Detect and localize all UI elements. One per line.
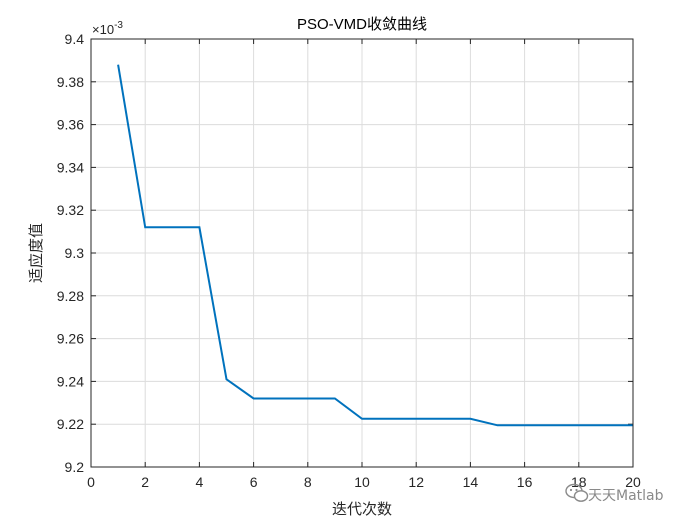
x-tick-label: 14 bbox=[463, 474, 479, 490]
x-tick-label: 0 bbox=[87, 474, 95, 490]
x-tick-label: 10 bbox=[354, 474, 370, 490]
y-tick-label: 9.32 bbox=[57, 202, 84, 218]
x-tick-labels: 0 2 4 6 8 10 12 14 16 18 20 bbox=[87, 474, 641, 490]
y-tick-label: 9.4 bbox=[65, 31, 85, 47]
watermark-text: 天天Matlab bbox=[588, 488, 664, 504]
wechat-icon bbox=[565, 483, 589, 502]
x-tick-label: 6 bbox=[250, 474, 258, 490]
x-tick-label: 12 bbox=[408, 474, 424, 490]
x-tick-label: 8 bbox=[304, 474, 312, 490]
y-tick-label: 9.22 bbox=[57, 416, 84, 432]
y-tick-label: 9.38 bbox=[57, 74, 84, 90]
y-axis-label: 适应度值 bbox=[27, 223, 45, 283]
x-tick-label: 4 bbox=[196, 474, 204, 490]
y-tick-label: 9.36 bbox=[57, 117, 84, 133]
x-tick-label: 2 bbox=[141, 474, 149, 490]
x-tick-label: 20 bbox=[625, 474, 641, 490]
y-exponent-label: ×10-3 bbox=[92, 20, 123, 37]
series-line bbox=[117, 64, 633, 427]
y-tick-labels: 9.2 9.22 9.24 9.26 9.28 9.3 9.32 9.34 9.36 9.38 9.… bbox=[57, 31, 84, 475]
y-tick-label: 9.2 bbox=[65, 459, 85, 475]
x-axis-label: 迭代次数 bbox=[332, 500, 392, 518]
y-tick-label: 9.24 bbox=[57, 373, 84, 389]
y-tick-label: 9.28 bbox=[57, 288, 84, 304]
y-tick-label: 9.26 bbox=[57, 331, 84, 347]
chart-title: PSO-VMD收敛曲线 bbox=[297, 16, 427, 33]
plot-frame bbox=[90, 38, 634, 468]
y-tick-label: 9.34 bbox=[57, 159, 84, 175]
watermark: 天天Matlab bbox=[565, 483, 664, 504]
x-tick-label: 18 bbox=[571, 474, 587, 490]
x-tick-label: 16 bbox=[517, 474, 533, 490]
y-tick-label: 9.3 bbox=[65, 245, 85, 261]
